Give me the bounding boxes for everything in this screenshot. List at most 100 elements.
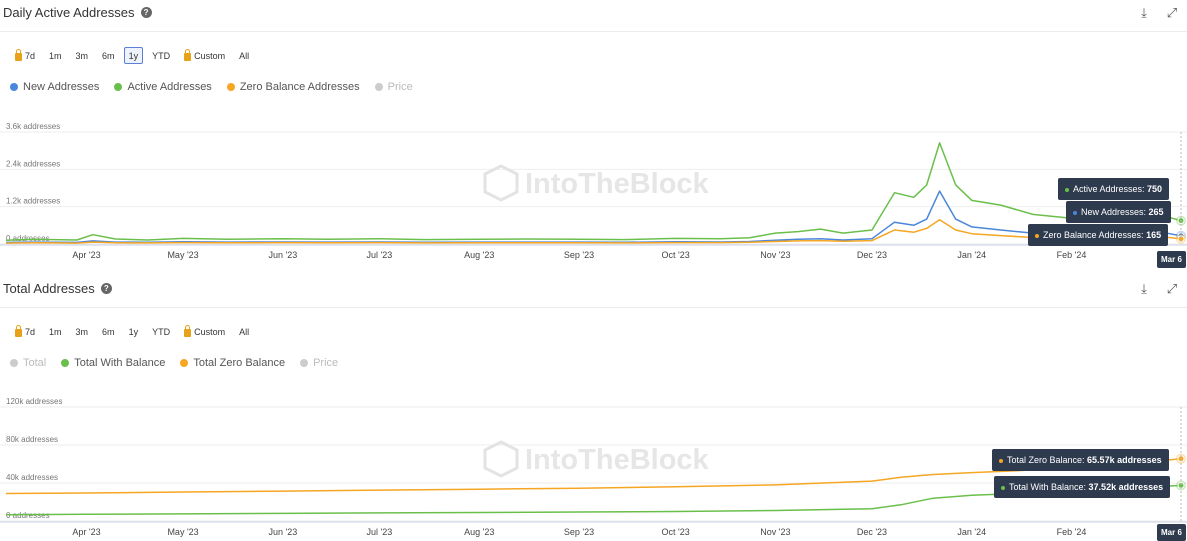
expand-icon[interactable]: ⤢ [1166, 5, 1178, 20]
range-custom-button[interactable]: Custom [179, 47, 231, 64]
range-all-button[interactable]: All [234, 47, 255, 64]
legend-dot [114, 83, 123, 91]
legend-dot [180, 359, 189, 367]
range-6m-button[interactable]: 6m [97, 47, 120, 64]
range-1y-button[interactable]: 1y [123, 47, 144, 64]
daily-active-addresses-chart: 0 addresses 1.2k addresses 2.4k addresses 3… [0, 122, 1187, 260]
range-label: Custom [194, 326, 226, 337]
x-tick-label: Jan '24 [957, 250, 986, 260]
crosshair-date-flag: Mar 6 [1157, 251, 1186, 268]
x-tick-label: Oct '23 [661, 250, 689, 260]
x-tick-label: Feb '24 [1057, 527, 1087, 537]
x-tick-label: Oct '23 [661, 527, 689, 537]
tooltip-zero-balance-addresses: Zero Balance Addresses: 165 [1028, 224, 1169, 246]
x-tick-label: Dec '23 [857, 250, 887, 260]
y-tick-label: 1.2k addresses [6, 197, 60, 206]
tooltip-new-addresses: New Addresses: 265 [1066, 201, 1171, 223]
legend-item-total[interactable]: Total [10, 357, 46, 369]
tooltip-value: 37.52k addresses [1088, 482, 1164, 492]
legend-item-price[interactable]: Price [374, 81, 413, 93]
x-tick-label: Nov '23 [760, 250, 790, 260]
x-tick-label: Nov '23 [760, 527, 790, 537]
legend-item-new-addresses[interactable]: New Addresses [10, 81, 99, 93]
legend-label: Total Zero Balance [193, 357, 286, 369]
range-1m-button[interactable]: 1m [44, 47, 67, 64]
range-label: 1m [49, 50, 62, 61]
x-tick-label: Apr '23 [72, 250, 100, 260]
range-7d-button[interactable]: 7d [10, 323, 41, 340]
range-1y-button[interactable]: 1y [123, 323, 144, 340]
range-1m-button[interactable]: 1m [44, 323, 67, 340]
x-tick-label: Jul '23 [367, 250, 393, 260]
x-tick-label: May '23 [167, 527, 198, 537]
chart-legend: New Addresses Active Addresses Zero Balanc… [10, 81, 413, 93]
legend-label: New Addresses [23, 81, 100, 93]
legend-item-total-with-balance[interactable]: Total With Balance [61, 357, 165, 369]
range-all-button[interactable]: All [234, 323, 255, 340]
help-icon[interactable]: ? [100, 283, 112, 294]
legend-dot [226, 83, 235, 91]
lock-icon [15, 324, 22, 337]
range-label: All [239, 50, 250, 61]
tooltip-label: Total With Balance: [1009, 482, 1089, 492]
range-label: 6m [102, 326, 115, 337]
range-label: 7d [25, 326, 36, 337]
lock-icon [184, 324, 192, 337]
legend-item-price[interactable]: Price [300, 357, 338, 369]
series-line-zero-balance-addresses [5, 218, 1182, 244]
tooltip-total-with-balance: Total With Balance: 37.52k addresses [994, 476, 1171, 498]
range-3m-button[interactable]: 3m [70, 323, 94, 340]
y-tick-label: 2.4k addresses [6, 159, 60, 168]
legend-label: Total [23, 357, 47, 369]
lock-icon [15, 48, 22, 61]
watermark-text: IntoTheBlock [525, 444, 710, 476]
legend-item-total-zero-balance[interactable]: Total Zero Balance [180, 357, 285, 369]
x-tick-label: May '23 [167, 250, 198, 260]
range-7d-button[interactable]: 7d [10, 47, 41, 64]
tooltip-dot [1065, 187, 1069, 192]
watermark-logo-icon [483, 440, 519, 478]
range-ytd-button[interactable]: YTD [147, 323, 176, 340]
tooltip-dot [999, 458, 1003, 463]
download-icon[interactable]: ⤓ [1141, 5, 1147, 20]
x-tick-label: Feb '24 [1057, 250, 1087, 260]
legend-label: Price [387, 81, 413, 93]
legend-item-active-addresses[interactable]: Active Addresses [114, 81, 212, 93]
range-3m-button[interactable]: 3m [70, 47, 94, 64]
watermark: IntoTheBlock [483, 440, 710, 478]
legend-label: Active Addresses [127, 81, 212, 93]
range-label: 1y [128, 326, 139, 337]
expand-icon[interactable]: ⤢ [1166, 281, 1178, 296]
tooltip-value: 750 [1147, 184, 1163, 194]
legend-item-zero-balance-addresses[interactable]: Zero Balance Addresses [226, 81, 360, 93]
x-tick-label: Sep '23 [564, 527, 594, 537]
legend-dot [10, 83, 18, 91]
tooltip-dot [1035, 233, 1039, 238]
y-tick-label: 0 addresses [6, 511, 50, 520]
divider [0, 307, 1187, 308]
lock-icon [184, 48, 192, 61]
tooltip-label: New Addresses: [1081, 207, 1149, 217]
range-label: Custom [194, 50, 226, 61]
tooltip-value: 65.57k addresses [1087, 455, 1162, 465]
tooltip-label: Total Zero Balance: [1007, 455, 1088, 465]
range-custom-button[interactable]: Custom [179, 323, 231, 340]
x-tick-label: Aug '23 [464, 250, 494, 260]
tooltip-dot [1073, 210, 1077, 215]
range-label: 3m [75, 326, 89, 337]
download-icon[interactable]: ⤓ [1141, 281, 1147, 296]
crosshair-date-flag: Mar 6 [1157, 524, 1186, 541]
x-tick-label: Jun '23 [268, 250, 297, 260]
tooltip-label: Zero Balance Addresses: [1043, 230, 1147, 240]
panel-title-text: Daily Active Addresses [3, 5, 135, 20]
y-tick-label: 40k addresses [6, 473, 58, 482]
range-ytd-button[interactable]: YTD [147, 47, 176, 64]
panel-title: Daily Active Addresses ? [3, 5, 152, 20]
help-icon[interactable]: ? [140, 7, 152, 18]
range-6m-button[interactable]: 6m [97, 323, 120, 340]
y-tick-label: 80k addresses [6, 435, 58, 444]
tooltip-total-zero-balance: Total Zero Balance: 65.57k addresses [992, 449, 1169, 471]
x-tick-label: Sep '23 [564, 250, 594, 260]
legend-label: Total With Balance [74, 357, 166, 369]
total-addresses-panel: Total Addresses ? ⤓ ⤢ 7d 1m 3m 6m 1y YTD Custo… [0, 276, 1187, 541]
